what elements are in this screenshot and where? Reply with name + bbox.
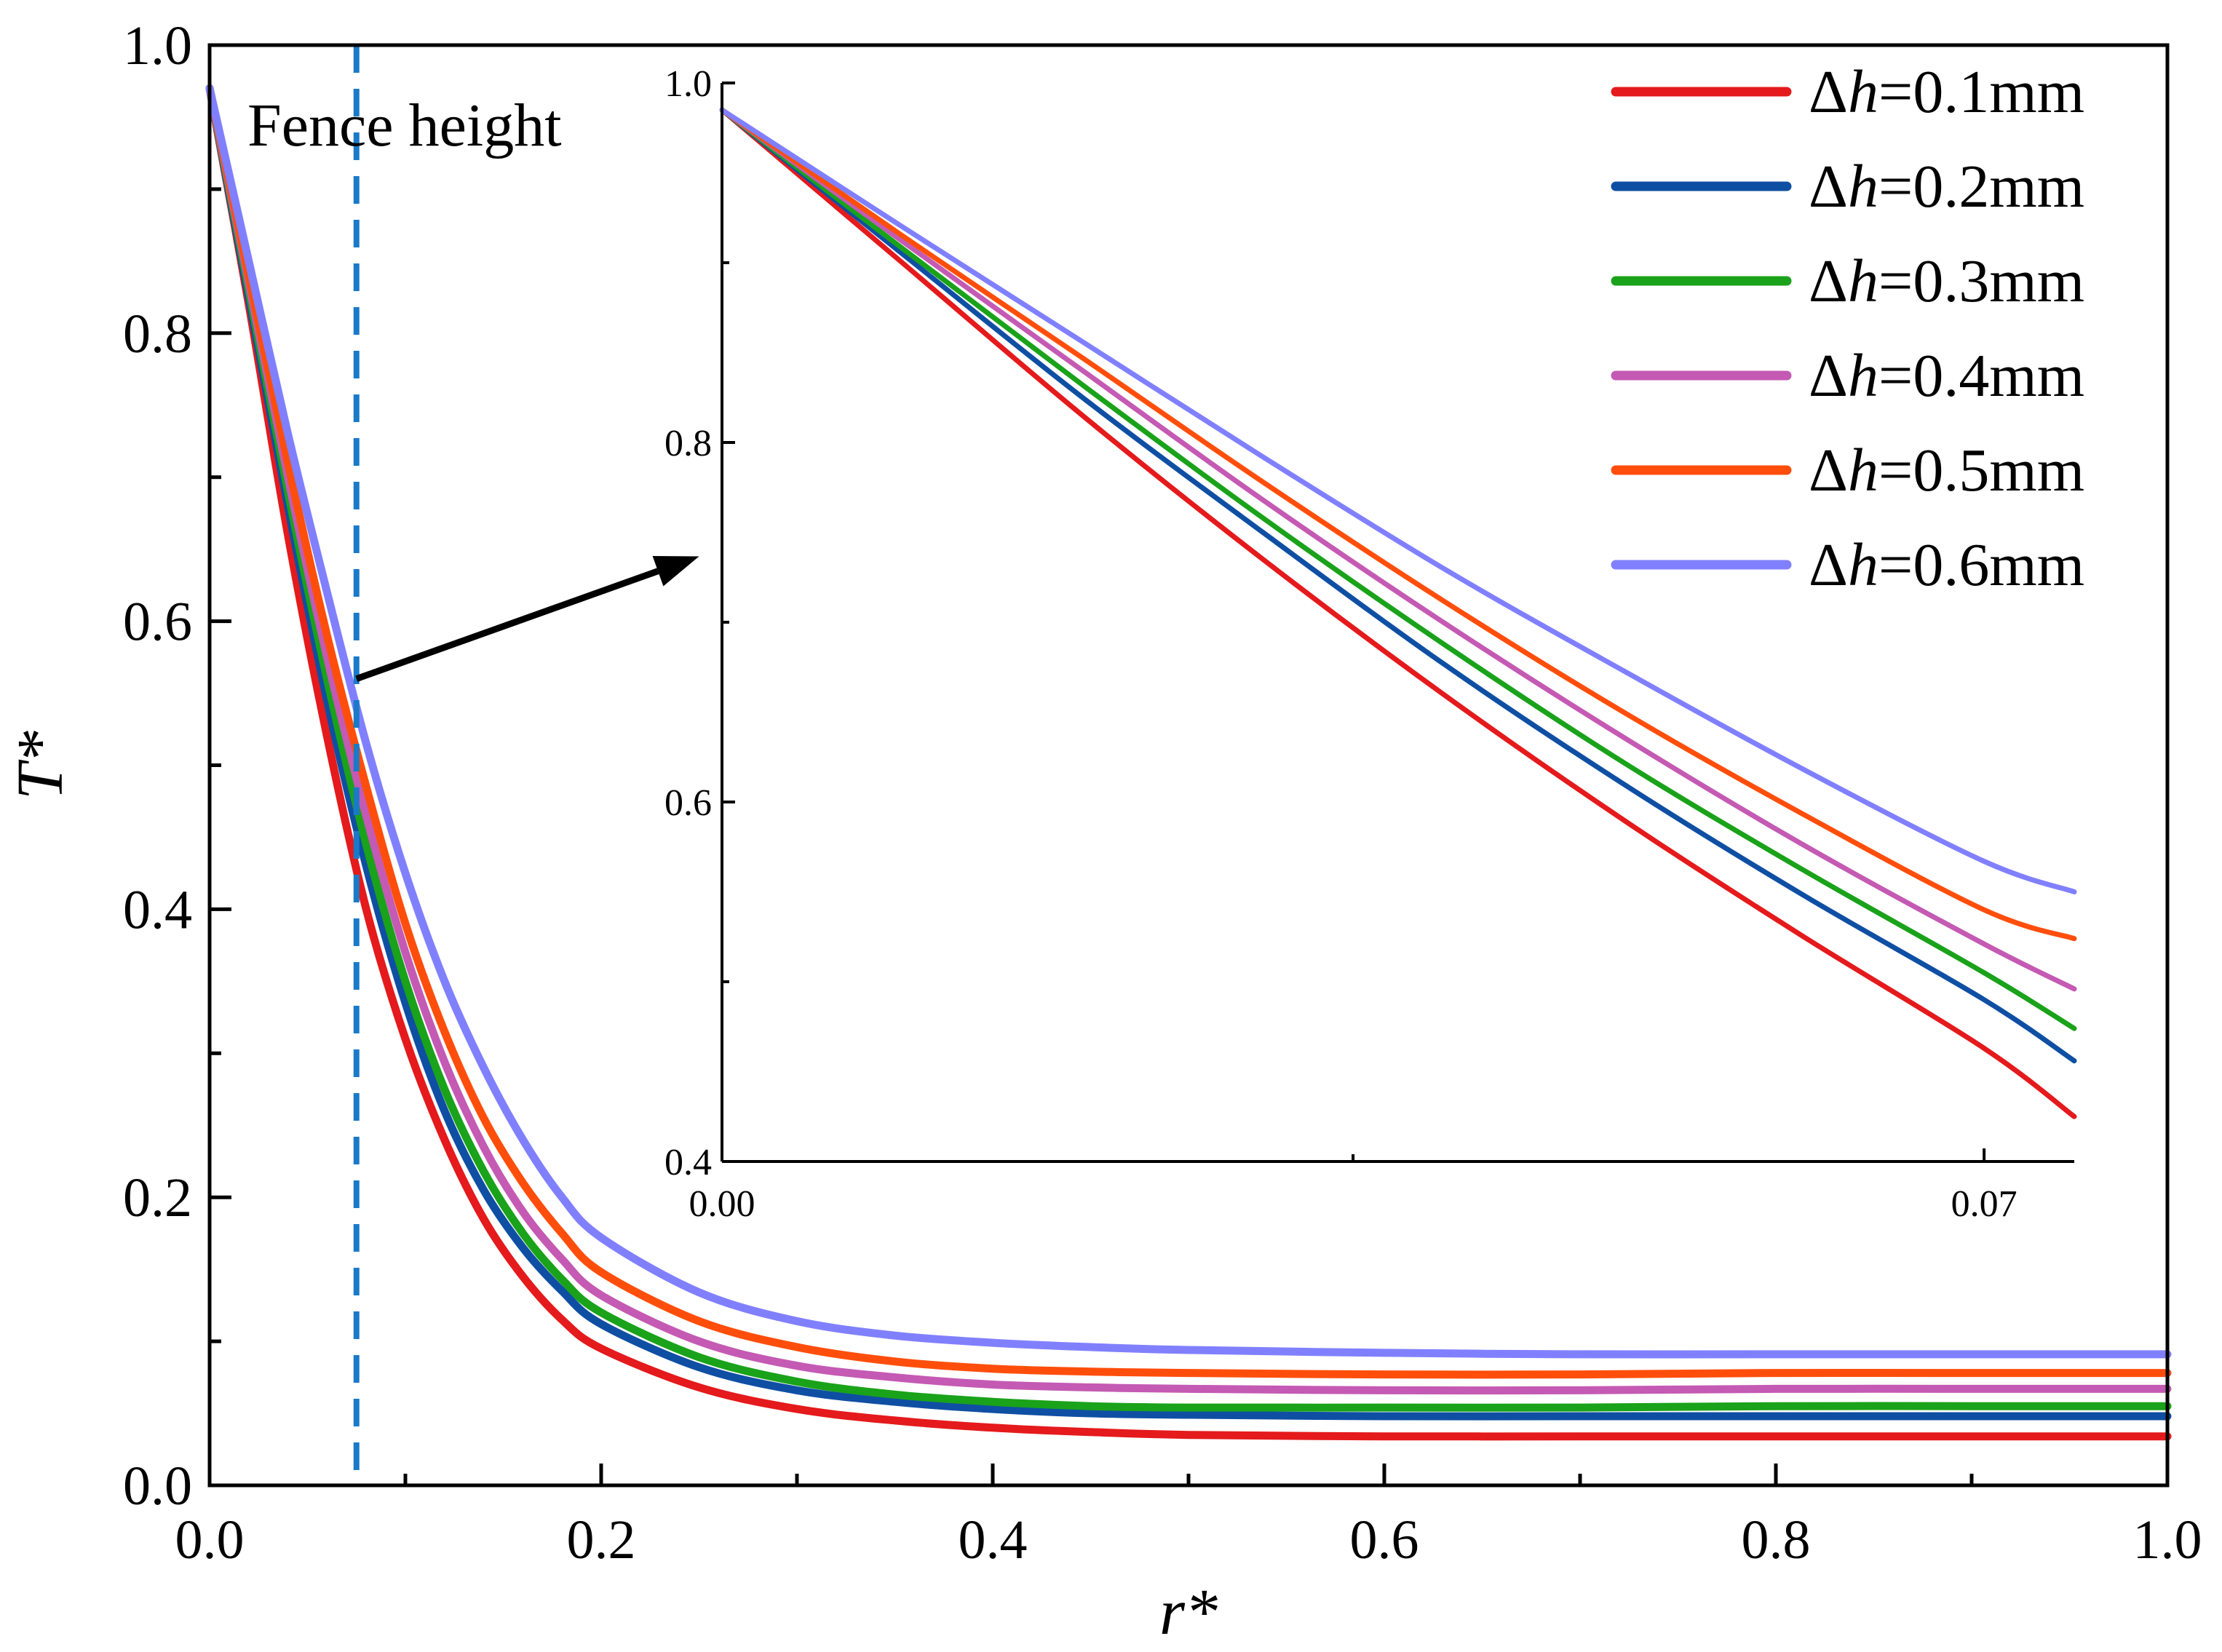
main-series-line-6 (205, 84, 2172, 1359)
main-series-line-5 (205, 84, 2172, 1379)
legend-label-h: h (1848, 153, 1878, 221)
main-series-line-4 (205, 84, 2172, 1395)
legend-label-2: Δh=0.2mm (1809, 153, 2084, 221)
legend-label-value: =0.6mm (1878, 531, 2084, 599)
zoom-arrow-head (652, 556, 699, 587)
main-y-axis-title: T* (4, 731, 76, 800)
legend-label-h: h (1848, 437, 1878, 504)
inset-series-line-3 (719, 107, 2077, 1031)
main-x-tick-label: 0.6 (1350, 1509, 1419, 1570)
zoom-arrow-shaft (355, 568, 659, 682)
inset-series-line-5 (719, 107, 2077, 942)
legend-label-delta: Δ (1809, 531, 1848, 599)
main-series-line-2 (205, 84, 2172, 1421)
inset-x-tick-label: 0.00 (689, 1183, 755, 1225)
main-x-tick-label: 1.0 (2133, 1509, 2202, 1570)
legend-label-h: h (1848, 531, 1878, 599)
inset-y-tick-label: 0.6 (664, 782, 712, 824)
inset-series-line-1 (719, 107, 2077, 1119)
legend-label-h: h (1848, 342, 1878, 410)
inset-background (722, 83, 2074, 1161)
inset-y-tick-label: 0.4 (664, 1142, 712, 1183)
legend-label-value: =0.4mm (1878, 342, 2084, 410)
main-series-line-1 (205, 84, 2172, 1441)
legend-label-4: Δh=0.4mm (1809, 342, 2084, 410)
main-x-tick-label: 0.8 (1742, 1509, 1811, 1570)
inset-y-tick-label: 0.8 (664, 423, 712, 464)
main-x-tick-label: 0.4 (959, 1509, 1028, 1570)
legend-label-value: =0.3mm (1878, 247, 2084, 315)
inset-y-tick-label: 1.0 (664, 63, 712, 105)
legend-label-6: Δh=0.6mm (1809, 531, 2084, 599)
legend-label-delta: Δ (1809, 342, 1848, 410)
legend-label-3: Δh=0.3mm (1809, 247, 2084, 315)
legend-label-value: =0.2mm (1878, 153, 2084, 221)
legend-label-value: =0.5mm (1878, 437, 2084, 504)
legend-label-h: h (1848, 247, 1878, 315)
legend-label-5: Δh=0.5mm (1809, 437, 2084, 504)
main-x-tick-label: 0.2 (567, 1509, 636, 1570)
legend-label-h: h (1848, 58, 1878, 126)
main-y-tick-label: 0.6 (123, 592, 192, 653)
fence-height-label: Fence height (247, 92, 562, 159)
legend-label-delta: Δ (1809, 58, 1848, 126)
main-x-tick-label: 0.0 (175, 1509, 245, 1570)
legend-label-delta: Δ (1809, 437, 1848, 504)
inset-series-line-6 (719, 107, 2077, 894)
legend-label-delta: Δ (1809, 247, 1848, 315)
inset-series-line-4 (719, 107, 2077, 992)
main-y-tick-label: 0.8 (123, 303, 192, 365)
main-x-axis-title: r* (1159, 1576, 1218, 1648)
main-y-tick-label: 0.4 (123, 879, 192, 940)
legend-label-value: =0.1mm (1878, 58, 2084, 126)
main-y-tick-label: 0.2 (123, 1167, 192, 1228)
inset-series-line-2 (719, 107, 2077, 1064)
main-y-tick-label: 0.0 (123, 1456, 192, 1517)
main-series-line-3 (205, 84, 2172, 1412)
legend-label-1: Δh=0.1mm (1809, 58, 2084, 126)
main-y-tick-label: 1.0 (123, 15, 192, 76)
inset-x-tick-label: 0.07 (1951, 1183, 2017, 1225)
legend-label-delta: Δ (1809, 153, 1848, 221)
